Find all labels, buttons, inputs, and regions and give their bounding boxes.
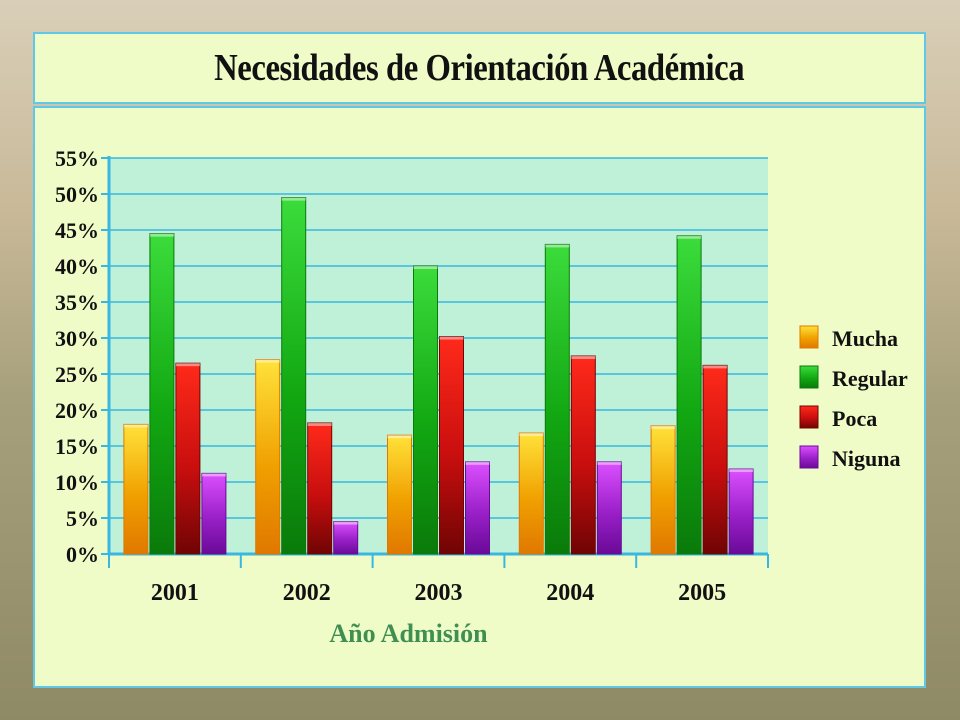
bar-highlight [439, 336, 464, 340]
bar-mucha-2001 [123, 423, 149, 555]
legend-label-mucha: Mucha [832, 326, 898, 351]
y-tick-label: 20% [55, 398, 99, 423]
legend-swatch-poca [799, 405, 819, 429]
y-tick-label: 25% [55, 362, 99, 387]
legend-swatch-mucha [799, 325, 819, 349]
y-tick-label: 30% [55, 326, 99, 351]
bar-highlight [465, 461, 490, 465]
bar-niguna-2001 [201, 472, 227, 555]
y-tick-label: 55% [55, 146, 99, 171]
bar-highlight [545, 244, 570, 248]
chart-title: Necesidades de Orientación Académica [214, 47, 745, 89]
bar-regular-2003 [413, 265, 438, 555]
bar-niguna-2004 [596, 461, 622, 555]
y-tick-label: 35% [55, 290, 99, 315]
x-tick-label: 2002 [283, 580, 331, 606]
y-tick-label: 5% [66, 506, 99, 531]
y-tick-label: 10% [55, 470, 99, 495]
bar-highlight [201, 473, 226, 477]
bar-highlight [571, 356, 596, 359]
bar-highlight [651, 425, 676, 429]
chart-panel: 0% 5% 10% 15% 20% 25% 30% 35% 40% 45% 50% 55% 2001 20… [33, 106, 926, 688]
x-tick-label: 2005 [678, 580, 726, 606]
bar-highlight [149, 233, 174, 237]
bar-highlight [307, 422, 332, 426]
bar-highlight [387, 435, 412, 439]
bar-mucha-2002 [255, 359, 281, 555]
bar-niguna-2002 [333, 521, 359, 555]
bar-regular-2002 [281, 197, 307, 555]
y-tick-label: 40% [55, 254, 99, 279]
bar-highlight [281, 197, 306, 201]
bar-poca-2003 [439, 336, 464, 555]
title-panel: Necesidades de Orientación Académica [33, 32, 926, 104]
bar-highlight [333, 521, 358, 525]
x-tick-label: 2001 [151, 580, 199, 606]
legend-swatch-niguna [799, 445, 819, 469]
bar-mucha-2003 [387, 434, 412, 555]
y-tick-label: 50% [55, 182, 99, 207]
legend-swatch-regular [799, 365, 819, 389]
bar-highlight [175, 363, 200, 367]
bar-regular-2005 [676, 235, 702, 555]
bar-highlight [255, 359, 280, 363]
legend-label-regular: Regular [832, 366, 908, 391]
bar-highlight [519, 433, 544, 437]
legend-label-niguna: Niguna [832, 446, 900, 471]
bar-highlight [703, 365, 728, 369]
bar-highlight [597, 461, 622, 465]
x-tick-label: 2003 [415, 580, 463, 606]
bar-niguna-2003 [465, 461, 490, 555]
bar-highlight [123, 424, 148, 428]
bar-chart: 0% 5% 10% 15% 20% 25% 30% 35% 40% 45% 50% 55% 2001 20… [55, 146, 908, 648]
bar-regular-2001 [149, 233, 175, 555]
bar-poca-2004 [570, 355, 596, 555]
bar-regular-2004 [544, 243, 570, 555]
x-axis-title: Año Admisión [329, 619, 488, 648]
bar-highlight [413, 266, 438, 269]
bar-niguna-2005 [728, 468, 754, 555]
bar-poca-2001 [175, 362, 201, 555]
y-tick-label: 0% [66, 542, 99, 567]
x-tick-label: 2004 [546, 580, 594, 606]
bar-mucha-2004 [518, 432, 544, 555]
bar-poca-2005 [702, 364, 728, 555]
bar-highlight [677, 235, 702, 239]
legend-label-poca: Poca [832, 406, 877, 431]
bar-mucha-2005 [650, 425, 676, 555]
y-tick-label: 15% [55, 434, 99, 459]
bar-poca-2002 [307, 422, 333, 555]
y-tick-label: 45% [55, 218, 99, 243]
bar-highlight [729, 469, 754, 473]
